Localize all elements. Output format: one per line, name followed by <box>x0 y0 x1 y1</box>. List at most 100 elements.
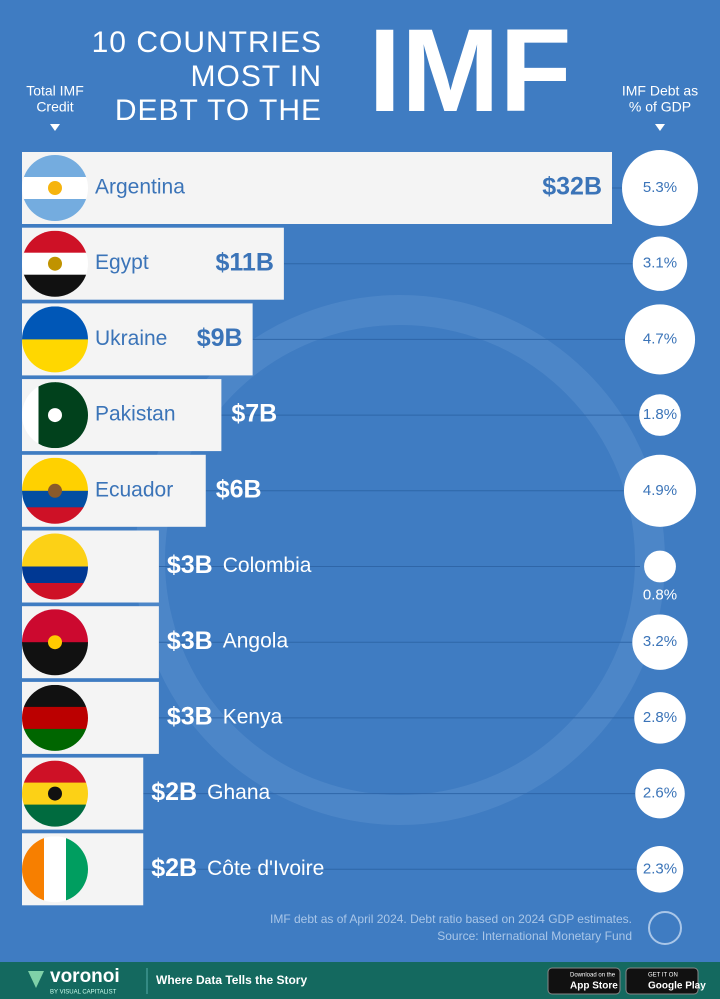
category-label: Colombia <box>223 554 312 577</box>
flag-stripe <box>22 230 88 254</box>
store-small: GET IT ON <box>648 973 678 979</box>
value-label: $7B <box>231 400 277 428</box>
value-label: 1.8% <box>643 406 677 423</box>
debt-circle <box>639 394 681 436</box>
flag-stripe <box>22 155 88 178</box>
category-label: Pakistan <box>95 403 176 426</box>
category-label: Kenya <box>223 705 283 728</box>
category-label: Côte d'Ivoire <box>207 857 324 880</box>
value-label: $2B <box>151 854 197 882</box>
brand-sub: BY VISUAL CAPITALIST <box>50 990 117 996</box>
flag-stripe <box>22 490 88 508</box>
value-label: $9B <box>197 324 243 352</box>
store-badge <box>547 967 621 995</box>
value-label: $32B <box>542 173 602 201</box>
category-label: Egypt <box>95 251 149 274</box>
flag-stripe <box>22 199 88 221</box>
debt-circle <box>624 304 696 375</box>
flag-stripe <box>44 836 67 903</box>
debt-circle <box>644 550 676 583</box>
flag-stripe <box>22 836 45 903</box>
debt-circle <box>622 150 698 226</box>
store-name: App Store <box>570 981 618 992</box>
category-label: Ukraine <box>95 327 167 350</box>
flag <box>22 457 88 524</box>
flag <box>22 760 88 827</box>
value-label: $3B <box>167 627 213 655</box>
flag-stripe <box>55 382 72 449</box>
value-label: $6B <box>216 475 262 503</box>
value-label: 4.7% <box>643 330 677 347</box>
category-label: Argentina <box>95 176 185 199</box>
debt-circle <box>632 236 688 291</box>
flag-emblem <box>48 786 62 801</box>
flag-stripe <box>22 684 88 708</box>
flag-emblem <box>48 256 62 271</box>
category-label: Ecuador <box>95 478 173 501</box>
footnote: Source: International Monetary Fund <box>437 929 632 943</box>
store-badge <box>625 967 699 995</box>
value-label: 3.2% <box>643 633 677 650</box>
debt-circle <box>635 768 685 819</box>
category-label: Angola <box>223 630 289 653</box>
brand: voronoi <box>50 966 120 987</box>
debt-circle <box>636 846 684 893</box>
value-label: 0.8% <box>643 586 677 603</box>
axis-header: Total IMF <box>26 83 84 99</box>
value-label: $3B <box>167 551 213 579</box>
value-label: 4.9% <box>643 482 677 499</box>
flag <box>22 382 88 449</box>
debt-circle <box>632 614 688 670</box>
flag-emblem <box>48 408 62 423</box>
logo <box>648 911 682 945</box>
flag-stripe <box>22 760 88 784</box>
footnote: IMF debt as of April 2024. Debt ratio ba… <box>270 912 632 926</box>
flag <box>22 836 88 903</box>
flag <box>22 533 88 600</box>
brand-icon <box>28 971 44 988</box>
flag <box>22 155 88 221</box>
value-label: 2.3% <box>643 860 677 877</box>
value-label: 3.1% <box>643 255 677 272</box>
bar <box>22 152 612 224</box>
flag <box>22 306 88 373</box>
value-label: $3B <box>167 703 213 731</box>
flag-stripe <box>38 382 56 449</box>
value-label: 2.6% <box>643 785 677 802</box>
value-label: 5.3% <box>643 179 677 196</box>
axis-header: Credit <box>36 99 73 115</box>
flag <box>22 609 88 676</box>
chart-title: 10 COUNTRIES <box>92 26 322 59</box>
debt-circle <box>623 454 697 527</box>
flag-stripe <box>22 566 88 584</box>
store-name: Google Play <box>648 981 706 992</box>
chart-title: MOST IN <box>191 60 322 93</box>
debt-circle <box>634 692 686 744</box>
flag-emblem <box>48 483 62 498</box>
flag-stripe <box>22 728 88 751</box>
value-label: $11B <box>215 248 273 276</box>
flag-stripe <box>22 274 88 297</box>
flag <box>22 230 88 297</box>
value-label: $2B <box>151 778 197 806</box>
arrow <box>655 124 665 131</box>
flag-emblem <box>48 635 62 650</box>
chart-title-highlight: IMF <box>368 5 571 137</box>
flag-emblem <box>48 181 62 195</box>
chart-title: DEBT TO THE <box>115 94 322 127</box>
flag-stripe <box>22 804 88 827</box>
flag-stripe <box>22 550 88 567</box>
category-label: Ghana <box>207 781 270 804</box>
axis-header: % of GDP <box>629 99 691 115</box>
flag <box>22 684 88 751</box>
value-label: 2.8% <box>643 709 677 726</box>
arrow <box>50 124 60 131</box>
flag-stripe <box>66 836 88 903</box>
store-small: Download on the <box>570 973 616 979</box>
tagline: Where Data Tells the Story <box>156 973 307 987</box>
flag-emblem <box>48 710 62 725</box>
axis-header: IMF Debt as <box>622 83 698 99</box>
flag-stripe <box>22 474 88 492</box>
